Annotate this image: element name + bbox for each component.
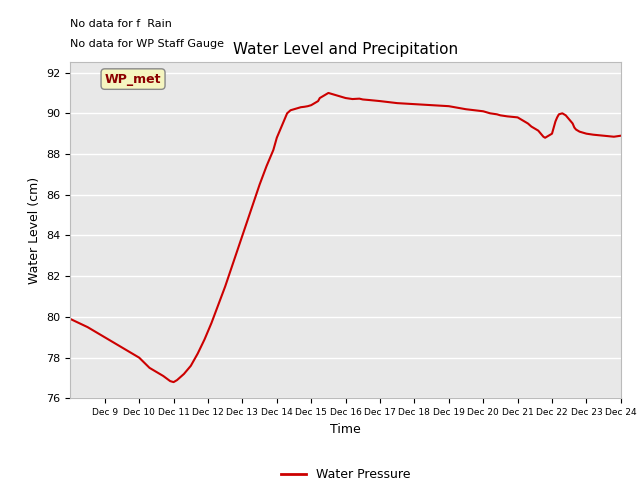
Title: Water Level and Precipitation: Water Level and Precipitation	[233, 42, 458, 57]
Text: WP_met: WP_met	[105, 72, 161, 85]
Y-axis label: Water Level (cm): Water Level (cm)	[28, 177, 41, 284]
Text: No data for WP Staff Gauge: No data for WP Staff Gauge	[70, 39, 225, 49]
X-axis label: Time: Time	[330, 423, 361, 436]
Text: No data for f  Rain: No data for f Rain	[70, 19, 172, 29]
Legend: Water Pressure: Water Pressure	[276, 463, 415, 480]
